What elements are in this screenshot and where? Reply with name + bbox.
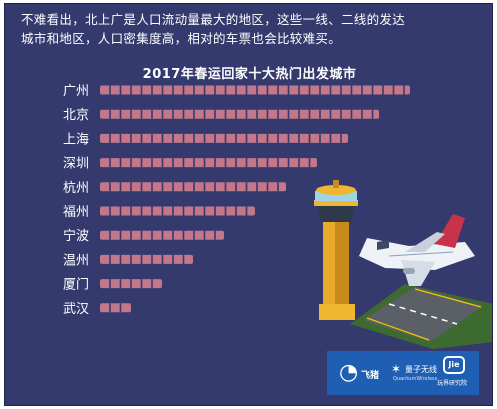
bar — [100, 182, 286, 192]
category-label: 武汉 — [63, 302, 89, 317]
lianzi-brand: 量子无线 — [405, 365, 437, 374]
bar — [100, 85, 410, 95]
category-label: 广州 — [63, 84, 89, 99]
infographic-panel: 不难看出，北上广是人口流动量最大的地区，这些一线、二线的发达 城市和地区，人口密… — [4, 3, 493, 406]
bar — [100, 133, 348, 143]
jie-brand-sub: 玩界研究院 — [437, 380, 468, 387]
category-label: 上海 — [63, 132, 89, 147]
category-label: 杭州 — [63, 181, 89, 196]
intro-line-1: 不难看出，北上广是人口流动量最大的地区，这些一线、二线的发达 — [21, 12, 406, 27]
feizhu-logo-icon: ◔ — [339, 360, 359, 385]
jie-logo: Jie — [443, 356, 465, 374]
lianzi-brand-sub: QuantumWireless — [393, 376, 438, 382]
bar — [100, 303, 131, 313]
category-label: 宁波 — [63, 228, 89, 244]
intro-line-2: 城市和地区，人口密集度高，相对的车票也会比较难买。 — [21, 31, 342, 46]
category-label: 深圳 — [63, 157, 89, 172]
bar — [100, 206, 255, 216]
chart-title: 2017年春运回家十大热门出发城市 — [142, 67, 357, 82]
category-label: 厦门 — [63, 278, 89, 293]
bars-layer — [100, 85, 410, 313]
category-label: 北京 — [63, 108, 89, 123]
category-label: 福州 — [63, 205, 89, 220]
lianzi-logo-icon: ✶ — [391, 362, 402, 376]
control-tower-graphic — [314, 180, 358, 320]
category-label: 温州 — [63, 253, 89, 268]
bar — [100, 254, 193, 264]
airplane-graphic — [359, 214, 475, 286]
feizhu-brand: 飞猪 — [361, 371, 380, 381]
airport-illustration — [314, 180, 492, 349]
runway-graphic — [350, 284, 492, 349]
bar — [100, 158, 317, 168]
intro-paragraph: 不难看出，北上广是人口流动量最大的地区，这些一线、二线的发达 城市和地区，人口密… — [21, 10, 485, 48]
